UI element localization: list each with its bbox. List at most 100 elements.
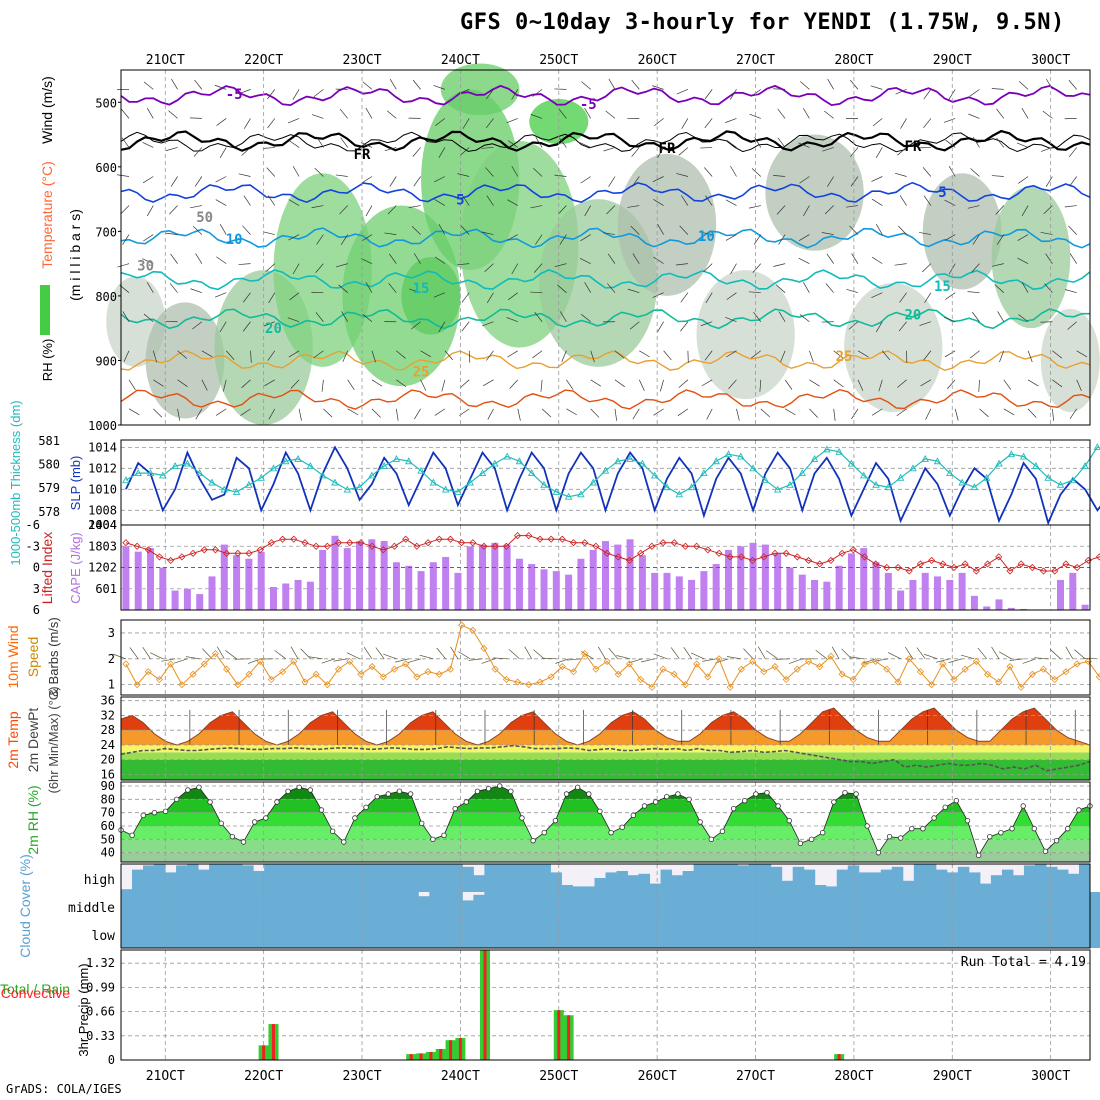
rh-legend-swatch [40,285,50,335]
wind-barb [627,205,640,208]
x-tick-label-top: 30OCT [1031,53,1070,68]
cape-tick-label: 2404 [88,518,117,532]
cloud-cover-high [561,885,573,892]
wind-barb [462,118,470,129]
li-tick-label: -3 [26,539,40,553]
li-point [681,542,689,550]
cloud-cover-low [363,920,375,948]
li-point [357,539,365,547]
rh-point [864,823,870,829]
wind-barb [991,175,1004,177]
li-point [290,535,298,543]
rh-point [229,833,236,840]
surface-wind-barb [874,658,889,662]
cape-bar [269,587,277,610]
li-point [424,539,432,547]
thickness-point [368,471,376,479]
cloud-cover-high [1078,864,1091,892]
li-point [446,535,455,543]
cape-bar [196,594,204,610]
thickness-point [466,478,474,486]
wind-barb [554,263,567,268]
thickness-point [503,452,511,460]
wind-speed-line [125,624,1100,689]
isotherm [120,350,1091,372]
wind-speed-point [346,657,354,665]
wind-barb [897,147,907,156]
cloud-cover-low [594,920,606,948]
wind-barb [1052,350,1063,359]
wind-barb [775,284,786,293]
surface-wind-barb [743,648,754,660]
x-tick-label-bottom: 28OCT [834,1069,873,1084]
surface-wind-barb [395,658,409,663]
surface-wind-barb [757,646,766,659]
surface-wind-barb [991,646,1000,659]
wind-barb [945,139,956,148]
wind-barb [875,321,883,333]
wind-barb [559,234,567,245]
cloud-cover-high [1045,866,1058,892]
wind-barb [219,224,227,235]
wind-barb [313,89,324,98]
cloud-cover-low [671,920,684,948]
wind-barb [663,350,672,361]
wind-barb [339,205,348,215]
cape-bar [638,555,646,610]
wind-barb [657,321,664,333]
wind-barb [486,195,494,206]
cape-bar [343,548,351,610]
li-point [581,539,589,547]
wind-barb [705,292,713,304]
rh-shading [696,270,795,400]
wind-barb [1067,321,1077,330]
cloud-cover-high [385,864,397,892]
cloud-cover-middle [924,892,937,920]
wind-barb [899,292,907,303]
wind-barb [851,408,859,420]
rh-point [641,803,648,809]
wind-speed-point [424,668,432,676]
wind-barb [193,147,203,157]
cloud-cover-middle [1056,892,1069,920]
rh-point [998,829,1004,836]
wind-barb [289,292,300,301]
cloud-cover-middle [836,892,849,920]
cloud-cover-low [165,920,177,948]
wind-barb [323,408,333,418]
li-point [1028,563,1036,572]
thickness-point [921,454,929,462]
wind-barb [590,350,595,363]
cloud-cover-high [429,864,441,892]
wind-barb [239,89,251,94]
cape-bar [159,567,167,610]
cloud-cover-low [638,920,651,948]
wind-speed-point [592,665,600,673]
wind-barb [459,379,470,388]
rh-point [207,799,213,805]
x-tick-label-bottom: 25OCT [539,1069,578,1084]
wind-barb [678,147,689,156]
cape-bar [1007,607,1015,610]
cloud-cover-low [858,920,871,948]
li-point [189,549,197,557]
thickness-point [122,476,130,484]
li-point [827,556,835,564]
wind-barb [676,89,689,95]
cape-bar [183,588,191,610]
cape-bar [602,541,609,610]
wind-barb [459,147,470,156]
rh-point [552,817,559,824]
wind-speed-point [178,681,186,689]
thickness-point [355,483,364,491]
rh-point [385,791,392,797]
wind-barb [798,257,810,264]
surface-wind-barb [161,658,176,662]
wind-barb [992,263,1004,267]
wind-barb [215,199,227,206]
li-point [480,542,488,550]
wind-speed-point [637,675,645,684]
cloud-cover-high [253,871,265,892]
cloud-cover-middle [220,892,232,920]
wind-barb [128,379,136,391]
